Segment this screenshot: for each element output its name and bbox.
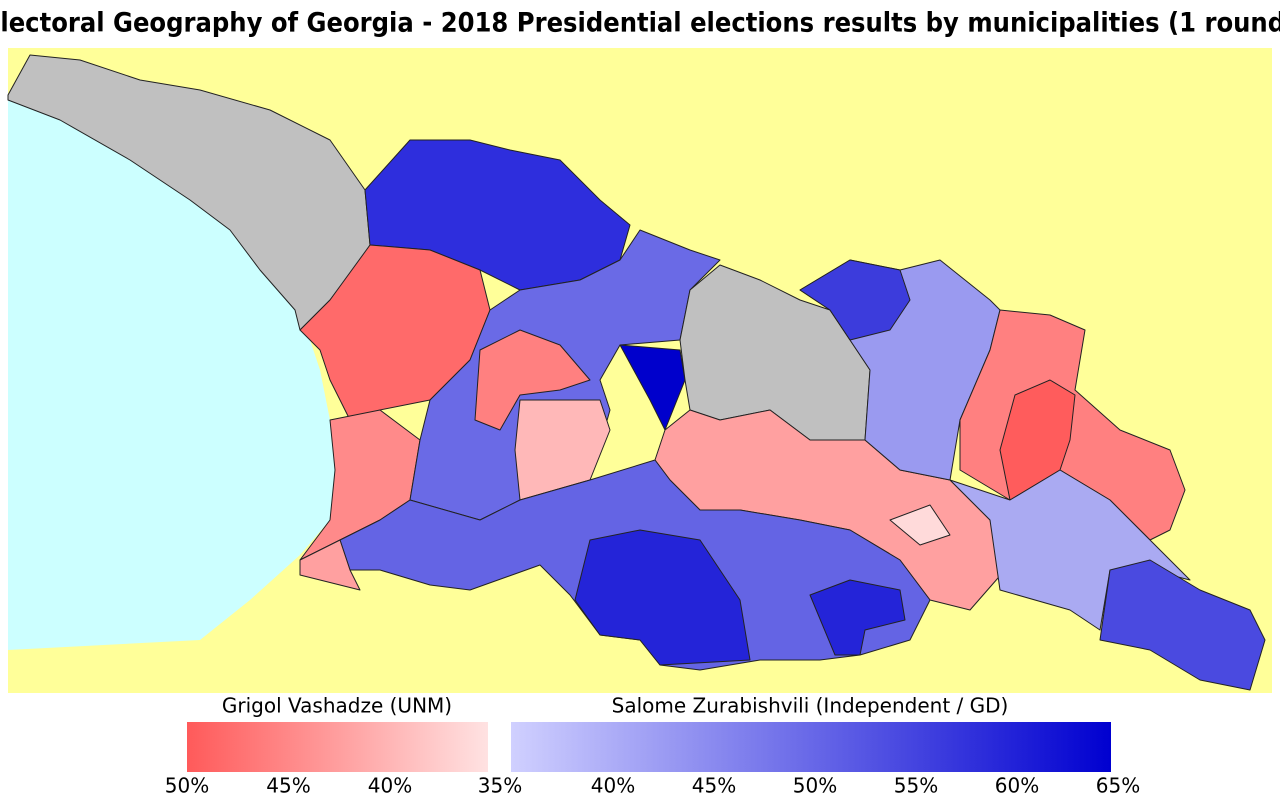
legend-tick-label: 60% (995, 774, 1039, 798)
title: Electoral Geography of Georgia - 2018 Pr… (0, 8, 1280, 39)
region (799, 259, 911, 341)
legend-title: Grigol Vashadze (UNM) (222, 694, 452, 718)
legend: Grigol Vashadze (UNM) Salome Zurabishvil… (165, 694, 1140, 798)
region (999, 379, 1076, 501)
legend-tick-label: 40% (591, 774, 635, 798)
legend-tick-label: 35% (478, 774, 522, 798)
legend-tick-label: 50% (165, 774, 209, 798)
map (7, 48, 1272, 693)
legend-tick-label: 45% (692, 774, 736, 798)
color-bar (187, 722, 488, 772)
color-bar (511, 722, 1111, 772)
legend-tick-label: 55% (894, 774, 938, 798)
legend-tick-label: 50% (793, 774, 837, 798)
sea (8, 100, 335, 650)
region (889, 504, 951, 546)
region (1099, 559, 1266, 691)
region (574, 529, 751, 666)
region (809, 579, 906, 656)
legend-tick-label: 45% (266, 774, 310, 798)
region (299, 539, 361, 591)
region (474, 329, 591, 431)
legend-tick-label: 40% (368, 774, 412, 798)
legend-ticks: 50% 45% 40% 35% 40% 45% 50% 55% 60% 65% (165, 774, 1140, 798)
legend-title: Salome Zurabishvili (Independent / GD) (612, 694, 1009, 718)
region (619, 344, 686, 431)
legend-tick-label: 65% (1096, 774, 1140, 798)
